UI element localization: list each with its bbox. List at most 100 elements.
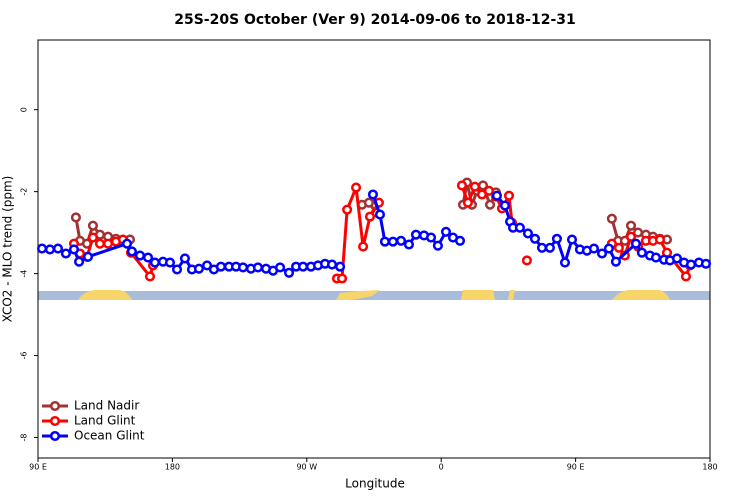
data-point <box>606 213 617 224</box>
data-point <box>503 190 515 201</box>
y-tick-label: -6 <box>20 352 29 360</box>
data-point <box>102 238 114 249</box>
data-point <box>671 253 683 264</box>
data-point <box>44 244 55 255</box>
data-point <box>252 262 264 273</box>
legend-marker <box>49 400 61 412</box>
data-point <box>566 234 578 245</box>
y-tick-label: -2 <box>20 188 29 196</box>
data-point <box>87 220 99 231</box>
data-point <box>215 261 226 272</box>
data-point <box>469 181 480 192</box>
data-point <box>410 229 422 240</box>
data-point <box>440 226 452 237</box>
data-point <box>193 263 205 274</box>
data-point <box>164 257 176 268</box>
land-strip <box>38 290 710 300</box>
data-point <box>134 250 146 261</box>
data-point <box>499 200 511 211</box>
data-point <box>522 228 534 239</box>
series-line <box>41 194 707 275</box>
land-patch <box>336 290 380 300</box>
x-tick-label: 90 E <box>567 463 585 472</box>
data-point <box>335 261 346 272</box>
data-point <box>275 262 286 273</box>
data-point <box>395 235 407 246</box>
legend-marker <box>49 415 61 427</box>
data-point <box>432 240 443 251</box>
data-point <box>374 209 386 220</box>
x-tick-label: 90 E <box>29 463 47 472</box>
data-point <box>387 236 399 247</box>
data-point <box>559 257 571 268</box>
data-point <box>610 256 621 267</box>
data-point <box>521 255 532 266</box>
legend-label: Land Nadir <box>74 399 139 413</box>
data-point <box>179 253 190 264</box>
data-point <box>484 199 496 210</box>
data-point <box>462 197 473 208</box>
data-point <box>143 252 154 263</box>
x-tick-label: 0 <box>439 463 444 472</box>
data-point <box>403 239 414 250</box>
data-point <box>588 243 600 254</box>
data-point <box>342 204 353 215</box>
data-point <box>425 232 437 243</box>
data-point <box>121 238 133 249</box>
data-point <box>596 248 608 259</box>
land-patch <box>78 290 132 300</box>
y-axis-label: XCO2 - MLO trend (ppm) <box>1 176 15 323</box>
data-point <box>126 246 137 257</box>
y-tick-label: -8 <box>20 434 29 442</box>
land-patch <box>461 290 495 300</box>
data-point <box>87 232 99 243</box>
data-point <box>358 241 369 252</box>
data-point <box>529 233 541 244</box>
data-point <box>685 259 697 270</box>
data-point <box>60 248 71 259</box>
data-point <box>630 238 641 249</box>
data-point <box>483 185 495 196</box>
data-point <box>94 238 106 249</box>
data-point <box>171 264 183 275</box>
land-patch <box>612 290 670 300</box>
data-point <box>298 261 309 272</box>
data-point <box>603 243 614 254</box>
legend-marker <box>49 430 61 442</box>
data-point <box>625 220 637 231</box>
data-point <box>636 247 647 258</box>
data-point <box>326 259 338 270</box>
data-point <box>74 256 85 267</box>
data-point <box>650 252 661 263</box>
chart-title: 25S-20S October (Ver 9) 2014-09-06 to 20… <box>174 12 576 28</box>
legend-label: Land Glint <box>74 414 136 428</box>
y-tick-label: -4 <box>20 270 29 278</box>
data-point <box>52 243 64 254</box>
land-patch <box>508 290 515 300</box>
data-point <box>364 211 376 222</box>
data-point <box>351 182 362 193</box>
data-point <box>654 234 666 245</box>
data-point <box>363 197 374 208</box>
data-point <box>70 212 81 223</box>
x-axis-label: Longitude <box>345 477 405 491</box>
data-point <box>36 243 48 254</box>
data-point <box>700 258 712 269</box>
data-point <box>544 242 555 253</box>
data-point <box>201 260 213 271</box>
data-point <box>82 251 94 262</box>
data-point <box>491 190 502 201</box>
data-point <box>536 242 548 253</box>
legend-label: Ocean Glint <box>74 429 145 443</box>
ocean-band <box>38 291 710 300</box>
data-point <box>237 262 249 273</box>
data-point <box>283 267 295 278</box>
data-point <box>149 257 160 268</box>
data-point <box>336 273 348 284</box>
data-point <box>514 222 525 233</box>
x-tick-label: 180 <box>165 463 180 472</box>
data-point <box>613 242 624 253</box>
x-tick-label: 90 W <box>296 463 317 472</box>
